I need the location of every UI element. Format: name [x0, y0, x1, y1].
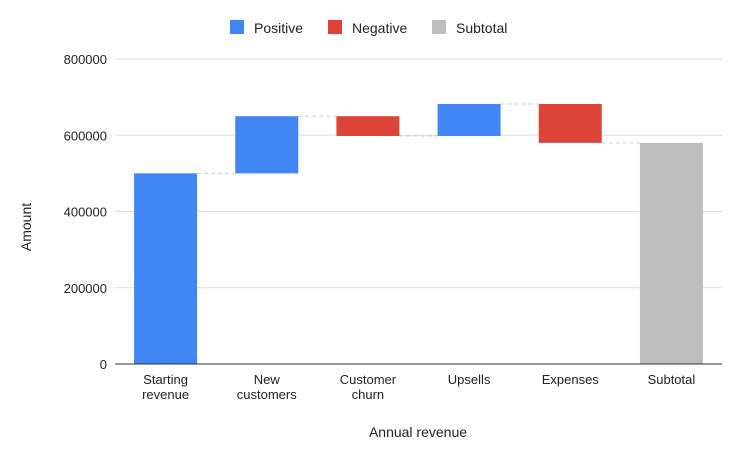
x-tick-label: Expenses	[542, 372, 600, 387]
y-axis-title: Amount	[18, 203, 34, 251]
bar-subtotal	[639, 142, 703, 364]
y-tick-label: 600000	[64, 128, 107, 143]
bar-positive	[437, 103, 501, 137]
bar-positive	[235, 116, 299, 174]
bar-positive	[134, 173, 198, 364]
x-axis-title: Annual revenue	[369, 424, 467, 440]
x-tick-label: Customer churn	[340, 372, 397, 402]
y-axis-tick-labels: 0 200000 400000 600000 800000	[64, 52, 107, 372]
legend: Positive Negative Subtotal	[230, 20, 507, 36]
legend-swatch-subtotal	[432, 20, 446, 34]
bar-negative	[538, 103, 602, 143]
legend-label-positive: Positive	[254, 20, 303, 36]
x-axis-tick-labels: Starting revenue New customers Customer churn…	[142, 372, 695, 402]
legend-swatch-negative	[328, 20, 342, 34]
bars	[134, 103, 703, 364]
x-tick-label: Upsells	[448, 372, 491, 387]
legend-label-negative: Negative	[352, 20, 407, 36]
y-tick-label: 800000	[64, 52, 107, 67]
gridlines	[115, 58, 722, 289]
y-tick-label: 400000	[64, 205, 107, 220]
y-tick-label: 200000	[64, 281, 107, 296]
legend-label-subtotal: Subtotal	[456, 20, 507, 36]
legend-swatch-positive	[230, 20, 244, 34]
y-tick-label: 0	[100, 357, 107, 372]
x-tick-label: Subtotal	[648, 372, 696, 387]
x-tick-label: New customers	[237, 372, 297, 402]
connector-lines	[197, 103, 640, 174]
bar-negative	[336, 116, 400, 137]
x-tick-label: Starting revenue	[142, 372, 189, 402]
